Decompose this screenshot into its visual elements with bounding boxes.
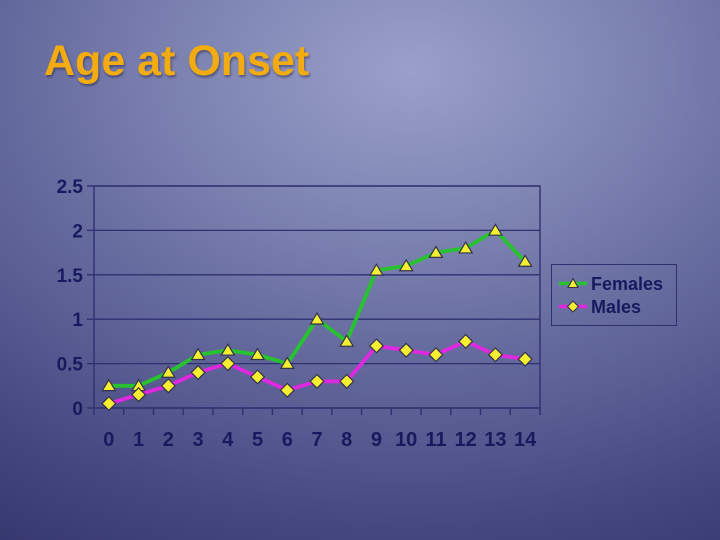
plot-border <box>93 185 541 409</box>
females-data-point <box>398 258 414 272</box>
females-data-point <box>309 312 325 325</box>
males-data-point <box>487 347 504 363</box>
males-data-point <box>398 342 414 358</box>
males-data-point <box>517 351 533 367</box>
males-data-point <box>279 382 295 398</box>
legend-item-females: Females <box>557 275 676 293</box>
x-tick-label: 7 <box>311 429 322 451</box>
x-tick-label: 12 <box>455 429 477 451</box>
males-data-point <box>309 373 325 390</box>
females-data-point <box>368 263 385 276</box>
y-tick-label: 2.5 <box>57 177 84 198</box>
y-axis-labels: 0 0.5 1 1.5 2 2.5 <box>57 177 84 420</box>
males-data-point <box>458 333 474 350</box>
females-series-icon <box>559 277 587 289</box>
chart-legend: Females Males <box>551 264 677 326</box>
females-data-point <box>101 378 117 392</box>
y-tick-label: 2 <box>72 221 83 242</box>
males-data-point <box>339 373 355 390</box>
males-data-point <box>101 395 117 412</box>
y-tick-label: 1.5 <box>57 266 84 287</box>
legend-label-males: Males <box>591 296 642 317</box>
x-tick-label: 1 <box>133 429 144 451</box>
series-males <box>101 333 533 412</box>
x-tick-label: 8 <box>341 429 352 451</box>
y-tick-label: 0 <box>72 399 83 420</box>
x-tick-label: 3 <box>193 429 204 451</box>
slide-title: Age at Onset <box>44 37 310 85</box>
x-tick-label: 5 <box>252 429 263 451</box>
females-data-point <box>517 254 533 267</box>
x-tick-label: 14 <box>514 429 537 451</box>
x-tick-label: 10 <box>395 429 417 451</box>
legend-label-females: Females <box>591 273 664 294</box>
females-data-point <box>220 343 236 356</box>
males-series-icon <box>559 300 587 313</box>
x-tick-label: 11 <box>425 429 446 451</box>
y-tick-label: 1 <box>72 310 83 331</box>
females-data-point <box>279 356 295 369</box>
males-data-point <box>220 355 236 372</box>
males-data-point <box>249 369 266 385</box>
males-data-point <box>368 338 385 354</box>
legend-item-males: Males <box>557 298 676 316</box>
females-data-point <box>249 347 266 361</box>
males-data-point <box>160 378 176 394</box>
x-tick-label: 6 <box>282 429 293 451</box>
females-data-point <box>458 240 474 254</box>
axis-ticks <box>87 185 541 415</box>
y-tick-label: 0.5 <box>57 355 84 376</box>
x-tick-label: 2 <box>163 429 174 451</box>
females-data-point <box>160 365 176 378</box>
x-tick-label: 13 <box>484 429 506 451</box>
females-data-point <box>339 334 355 347</box>
females-data-point <box>487 223 503 236</box>
x-axis-labels: 0 1 2 3 4 5 6 7 8 9 10 11 12 13 14 <box>103 429 537 451</box>
females-line <box>106 228 528 388</box>
females-data-point <box>428 245 444 258</box>
males-data-point <box>428 347 444 363</box>
males-data-point <box>130 387 147 403</box>
females-data-point <box>190 347 206 361</box>
x-tick-label: 9 <box>371 429 382 451</box>
x-tick-label: 4 <box>222 429 234 451</box>
series-females <box>101 223 533 392</box>
males-data-point <box>190 364 206 381</box>
x-tick-label: 0 <box>103 429 114 451</box>
